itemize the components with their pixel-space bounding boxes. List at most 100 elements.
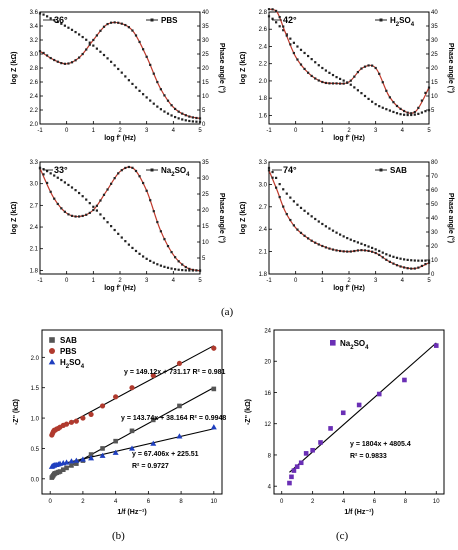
x-tick-label: 8: [179, 499, 183, 505]
data-point: [112, 449, 119, 455]
impedance-point: [307, 54, 310, 58]
data-point: [68, 419, 75, 425]
phase-point: [92, 208, 95, 212]
impedance-point: [292, 41, 295, 44]
data-point: [60, 467, 66, 473]
phase-point: [289, 218, 292, 222]
y2-axis-label: Phase angle (°): [447, 193, 455, 243]
impedance-point: [267, 166, 271, 170]
y-tick-label: 1.0: [31, 417, 40, 423]
phase-point: [360, 67, 363, 70]
peak-annotation: 74°: [283, 165, 297, 175]
impedance-point: [381, 251, 384, 254]
data-point: [150, 440, 157, 446]
impedance-point: [127, 243, 130, 246]
y2-tick-label: 10: [202, 94, 209, 100]
x-tick-label: 10: [433, 499, 440, 505]
peak-annotation: 33°: [54, 165, 68, 175]
impedance-point: [95, 209, 98, 212]
phase-point: [110, 21, 113, 24]
impedance-point: [170, 267, 173, 270]
phase-point: [95, 204, 98, 207]
y2-tick-label: 70: [431, 174, 438, 180]
phase-point: [299, 231, 303, 234]
impedance-point: [191, 120, 194, 123]
impedance-point: [371, 100, 374, 103]
impedance-point: [324, 225, 327, 228]
legend-label: SAB: [60, 336, 77, 345]
y2-tick-label: 40: [431, 10, 438, 16]
phase-point: [282, 205, 285, 208]
y-tick-label: 1.8: [259, 96, 268, 102]
y2-tick-label: 80: [431, 160, 438, 166]
y-tick-label: 2.0: [31, 356, 40, 362]
phase-point: [282, 25, 285, 28]
impedance-point: [360, 92, 363, 95]
impedance-point: [356, 241, 359, 244]
x-tick-label: 1: [321, 278, 325, 284]
caption-b: (b): [112, 530, 125, 542]
phase-point: [188, 267, 191, 271]
phase-point: [95, 34, 98, 37]
impedance-point: [60, 178, 63, 182]
phase-point: [349, 79, 352, 82]
x-tick-label: 3: [374, 278, 378, 284]
impedance-point: [117, 232, 120, 235]
phase-point: [60, 207, 63, 210]
impedance-point: [410, 259, 413, 262]
y-tick-label: 12: [264, 422, 271, 428]
x-tick-label: 5: [198, 278, 202, 284]
impedance-point: [335, 76, 338, 79]
phase-point: [328, 82, 331, 85]
data-point: [129, 385, 135, 391]
phase-point: [410, 267, 413, 270]
phase-point: [99, 199, 102, 202]
y-tick-label: 2.0: [30, 122, 39, 128]
impedance-point: [177, 117, 180, 120]
y2-axis-label: Phase angle (°): [447, 43, 455, 93]
y2-tick-label: 5: [202, 108, 206, 114]
data-point: [211, 386, 217, 392]
impedance-point: [328, 227, 331, 230]
legend-marker: [150, 168, 154, 172]
phase-point: [166, 244, 170, 248]
phase-point: [324, 81, 327, 85]
impedance-point: [356, 89, 359, 92]
phase-point: [159, 88, 162, 91]
y2-tick-label: 25: [202, 192, 209, 198]
impedance-point: [271, 170, 274, 174]
impedance-point: [92, 205, 95, 208]
impedance-point: [360, 242, 363, 245]
impedance-point: [349, 238, 352, 241]
phase-point: [331, 82, 335, 85]
y2-tick-label: 5: [202, 256, 206, 262]
data-point: [318, 440, 323, 445]
impedance-point: [403, 258, 406, 261]
data-point: [113, 438, 118, 444]
phase-point: [328, 247, 331, 250]
phase-point: [117, 172, 120, 175]
data-point: [80, 415, 86, 421]
phase-point: [381, 81, 384, 84]
y2-tick-label: 35: [202, 24, 209, 30]
impedance-point: [388, 109, 391, 112]
phase-point: [314, 77, 317, 80]
y-tick-label: 2.7: [259, 205, 268, 211]
impedance-point: [388, 254, 391, 257]
y-tick-label: 3.4: [30, 24, 39, 30]
impedance-point: [113, 228, 116, 232]
impedance-point: [424, 259, 427, 262]
data-point: [99, 403, 106, 409]
impedance-point: [124, 75, 127, 78]
y-tick-label: 2.1: [259, 250, 268, 256]
phase-point: [56, 202, 59, 206]
y2-tick-label: 30: [431, 230, 438, 236]
phase-point: [299, 63, 303, 66]
phase-point: [353, 249, 356, 253]
phase-point: [177, 110, 180, 113]
impedance-point: [424, 110, 427, 113]
x-axis-label: log f' (Hz): [333, 285, 365, 292]
impedance-point: [102, 217, 106, 220]
impedance-point: [78, 33, 81, 36]
phase-point: [156, 80, 159, 84]
